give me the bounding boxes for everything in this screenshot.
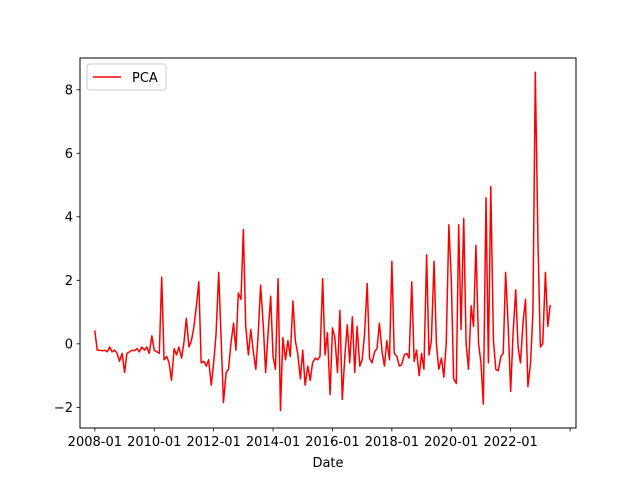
y-ticks: −2 0 2 4 6 8 — [54, 83, 80, 416]
y-tick-label: 4 — [65, 210, 73, 225]
x-tick-label: 2016-01 — [305, 435, 359, 450]
x-ticks: 2008-01 2010-01 2012-01 2014-01 2016-01 2018-… — [68, 428, 571, 450]
legend-label-pca: PCA — [132, 71, 158, 86]
y-tick-label: 0 — [65, 337, 73, 352]
legend: PCA — [86, 63, 167, 91]
x-tick-label: 2012-01 — [186, 435, 240, 450]
x-tick-label: 2022-01 — [483, 435, 537, 450]
x-tick-label: 2014-01 — [246, 435, 300, 450]
y-tick-label: 6 — [65, 147, 73, 162]
x-tick-label: 2020-01 — [424, 435, 478, 450]
x-axis-label: Date — [312, 456, 343, 471]
axes-frame — [79, 57, 577, 429]
y-tick-label: 8 — [65, 83, 73, 98]
series-line-pca — [94, 71, 551, 412]
legend-frame — [86, 63, 167, 91]
x-tick-label: 2008-01 — [68, 435, 122, 450]
plot-area — [94, 71, 551, 412]
y-tick-label: 2 — [65, 274, 73, 289]
x-tick-label: 2018-01 — [365, 435, 419, 450]
y-tick-label: −2 — [54, 401, 73, 416]
x-tick-label: 2010-01 — [127, 435, 181, 450]
